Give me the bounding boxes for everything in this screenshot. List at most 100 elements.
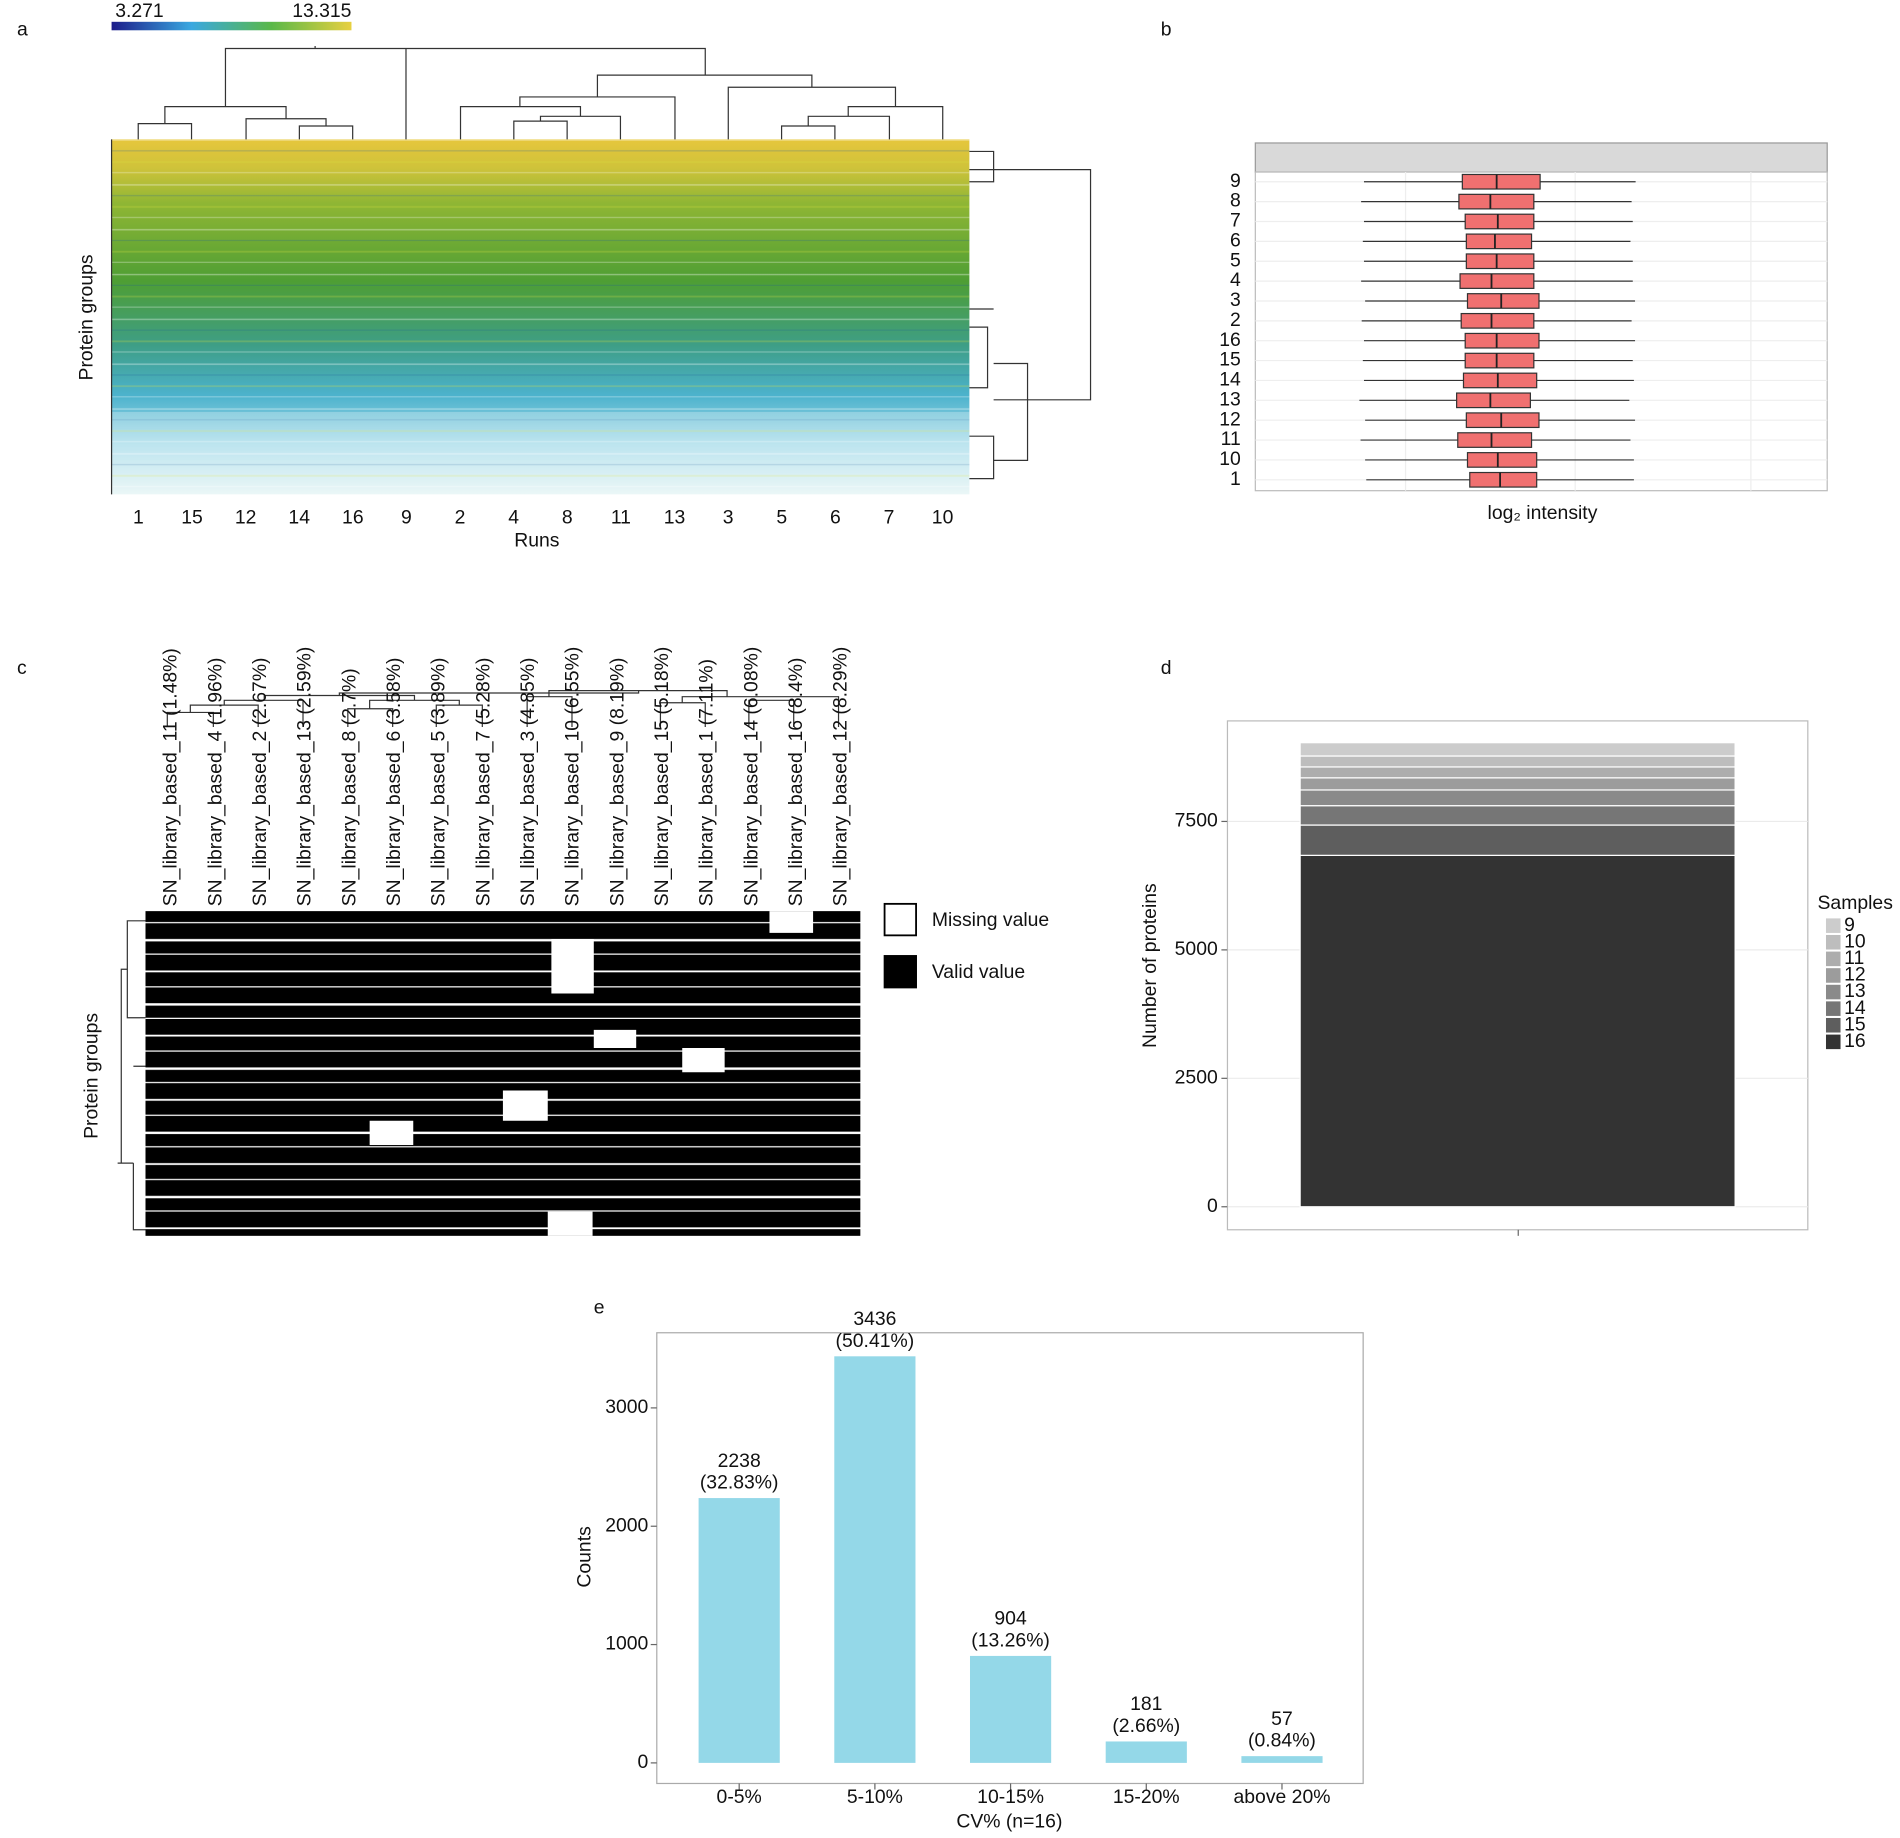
y-tick-label: 11 (1221, 428, 1241, 450)
legend-swatch (1825, 984, 1841, 1000)
legend-label: Missing value (932, 909, 1049, 931)
y-tick-label: 7 (1230, 210, 1241, 232)
y-tick-label: 13 (1219, 388, 1241, 410)
x-tick-label: 7 (884, 507, 895, 529)
x-tick-label: 2 (455, 507, 466, 529)
box (1464, 352, 1535, 369)
y-tick-label: 3000 (605, 1396, 648, 1418)
x-axis-label: log₂ intensity (1488, 502, 1598, 524)
bar (969, 1655, 1052, 1763)
legend-swatch (1825, 1001, 1841, 1016)
strip-header (1254, 142, 1828, 173)
column-label: SN_library_based_1 (7.11%) (696, 659, 718, 906)
column-label: SN_library_based_5 (3.89%) (428, 657, 450, 906)
y-tick-label: 6 (1230, 229, 1241, 251)
column-label: SN_library_based_8 (2.7%) (338, 668, 360, 906)
bar (834, 1356, 916, 1763)
legend-label: Valid value (932, 961, 1025, 983)
legend-swatch (1825, 1034, 1841, 1050)
box (1459, 273, 1535, 289)
missing-heatmap (145, 911, 861, 1236)
dendrogram (117, 920, 146, 1231)
x-tick-label: 15-20% (1113, 1786, 1180, 1808)
y-tick-label: 8 (1230, 190, 1241, 212)
panel-letter: b (1161, 18, 1172, 40)
bar-segment (1299, 755, 1736, 768)
x-tick-label: 4 (508, 507, 519, 529)
box (1466, 293, 1540, 309)
x-tick-label: 5-10% (847, 1786, 903, 1808)
percent-label: (2.66%) (1112, 1715, 1180, 1737)
y-axis-label: Protein groups (75, 254, 97, 380)
legend-swatch (883, 955, 917, 989)
x-tick-label: 12 (235, 507, 257, 529)
value-label: 181 (1130, 1693, 1162, 1715)
value-label: 904 (994, 1608, 1027, 1630)
heatmap-missing (111, 411, 970, 495)
x-tick-label: 6 (830, 507, 841, 529)
y-tick-label: 2 (1230, 309, 1241, 331)
y-tick-label: 0 (638, 1751, 649, 1773)
x-tick-label: 5 (776, 507, 787, 529)
x-tick-label: 10 (932, 507, 954, 529)
box (1465, 233, 1533, 250)
x-tick-label: 14 (288, 507, 310, 529)
column-label: SN_library_based_14 (6.08%) (740, 647, 762, 907)
legend-swatch (883, 902, 917, 937)
column-label: SN_library_based_15 (5.18%) (651, 647, 673, 907)
legend-label: 15 (1844, 1013, 1866, 1035)
bar-segment (1299, 854, 1736, 1208)
bar-segment (1299, 742, 1736, 757)
box (1465, 253, 1535, 270)
column-label: SN_library_based_10 (6.55%) (562, 647, 584, 907)
legend-label: 11 (1844, 947, 1864, 969)
box (1464, 213, 1535, 230)
colorbar (111, 21, 352, 31)
column-label: SN_library_based_16 (8.4%) (785, 657, 807, 906)
value-label: 2238 (718, 1450, 761, 1472)
box (1469, 471, 1538, 488)
y-tick-label: 5000 (1175, 938, 1218, 960)
legend-title: Samples (1818, 892, 1893, 914)
x-tick-label: 1 (133, 507, 144, 529)
legend-swatch (1825, 968, 1841, 983)
panel-letter: a (17, 18, 28, 40)
legend-label: 16 (1844, 1030, 1866, 1052)
box (1462, 372, 1538, 389)
y-tick-label: 3 (1230, 289, 1241, 311)
legend-label: 9 (1844, 914, 1855, 936)
legend-swatch (1825, 951, 1841, 967)
panel-letter: e (594, 1297, 605, 1319)
y-tick-label: 4 (1230, 269, 1241, 291)
bar-segment (1299, 805, 1736, 826)
dendrogram (969, 150, 1092, 480)
y-tick-label: 9 (1230, 170, 1241, 192)
bar-segment (1299, 777, 1736, 791)
box (1460, 312, 1535, 329)
x-tick-label: 16 (342, 507, 364, 529)
value-label: 3436 (853, 1308, 896, 1330)
column-label: SN_library_based_2 (2.67%) (249, 657, 271, 906)
y-tick-label: 14 (1219, 369, 1241, 391)
legend-label: 10 (1844, 930, 1866, 952)
legend-swatch (1825, 1017, 1841, 1033)
colorbar-min: 3.271 (115, 0, 164, 22)
colorbar-max: 13.315 (292, 0, 351, 22)
box (1465, 412, 1540, 429)
x-axis-label: CV% (n=16) (956, 1810, 1062, 1832)
legend-swatch (1825, 918, 1841, 933)
x-tick-label: 11 (611, 507, 631, 529)
box (1464, 332, 1540, 349)
y-tick-label: 16 (1219, 329, 1241, 351)
column-label: SN_library_based_7 (5.28%) (472, 657, 494, 906)
x-tick-label: above 20% (1234, 1786, 1331, 1808)
y-axis-label: Protein groups (80, 1013, 102, 1139)
y-tick-label: 0 (1207, 1195, 1218, 1217)
percent-label: (0.84%) (1248, 1730, 1316, 1752)
grid-line (1404, 172, 1752, 491)
column-label: SN_library_based_12 (8.29%) (830, 647, 852, 907)
x-tick-label: 3 (723, 507, 734, 529)
x-tick-label: 9 (401, 507, 412, 529)
y-tick-label: 15 (1219, 349, 1241, 371)
